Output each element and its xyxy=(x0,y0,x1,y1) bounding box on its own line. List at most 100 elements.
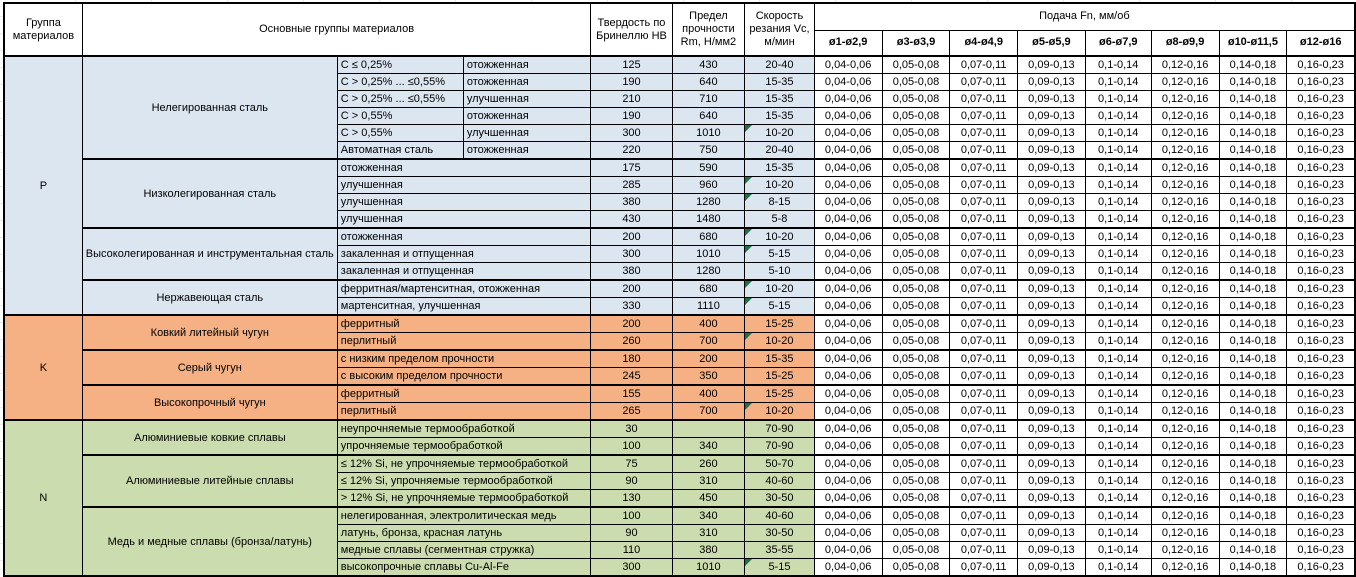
feed-cell: 0,05-0,08 xyxy=(881,193,951,211)
vc-cell: 5-10 xyxy=(744,262,815,281)
feed-cell: 0,14-0,18 xyxy=(1218,541,1288,559)
feed-cell: 0,14-0,18 xyxy=(1218,210,1288,229)
feed-cell: 0,1-0,14 xyxy=(1084,297,1152,316)
hb-cell: 245 xyxy=(590,367,673,386)
hb-cell: 75 xyxy=(590,454,673,473)
vc-cell: 10-20 xyxy=(744,176,815,194)
feed-cell: 0,1-0,14 xyxy=(1084,314,1152,333)
feed-cell: 0,1-0,14 xyxy=(1084,524,1152,542)
feed-cell: 0,14-0,18 xyxy=(1218,437,1288,456)
feed-cell: 0,12-0,16 xyxy=(1150,55,1220,74)
variant-cell: нелегированная, электролитическая медь xyxy=(336,506,592,525)
header-material-group: Группа материалов xyxy=(3,2,83,57)
feed-cell: 0,1-0,14 xyxy=(1084,332,1152,351)
rm-cell: 260 xyxy=(671,454,746,473)
header-feed-d3: ø4-ø4,9 xyxy=(949,29,1018,57)
feed-cell: 0,1-0,14 xyxy=(1084,349,1152,368)
vc-cell: 15-25 xyxy=(744,314,815,333)
variant-cell: неупрочняемые термообработкой xyxy=(336,419,592,438)
subgroup-cell: Медь и медные сплавы (бронза/латунь) xyxy=(81,506,338,577)
hb-cell: 190 xyxy=(590,73,673,91)
variant-state-cell: улучшенная xyxy=(462,124,592,142)
header-feed-d7: ø10-ø11,5 xyxy=(1218,29,1288,57)
feed-cell: 0,1-0,14 xyxy=(1084,402,1152,421)
feed-cell: 0,14-0,18 xyxy=(1218,193,1288,211)
feed-cell: 0,1-0,14 xyxy=(1084,541,1152,559)
vc-cell: 70-90 xyxy=(744,419,815,438)
variant-cell: ≤ 12% Si, упрочняемые термообработкой xyxy=(336,472,592,490)
feed-cell: 0,12-0,16 xyxy=(1150,454,1220,473)
feed-cell: 0,14-0,18 xyxy=(1218,227,1288,246)
vc-cell: 70-90 xyxy=(744,437,815,456)
variant-cell: отожженная xyxy=(336,158,592,177)
feed-cell: 0,05-0,08 xyxy=(881,367,951,386)
feed-cell: 0,07-0,11 xyxy=(949,227,1018,246)
feed-cell: 0,12-0,16 xyxy=(1150,210,1220,229)
feed-cell: 0,14-0,18 xyxy=(1218,90,1288,108)
comment-indicator-icon xyxy=(745,125,753,132)
hb-cell: 100 xyxy=(590,437,673,456)
variant-cell: с высоким пределом прочности xyxy=(336,367,592,386)
feed-cell: 0,16-0,23 xyxy=(1286,262,1356,281)
table-row: перлитный 265 700 10-20 0,04-0,06 0,05-0,08 0,… xyxy=(4,402,1356,421)
feed-cell: 0,07-0,11 xyxy=(949,419,1018,438)
feed-cell: 0,04-0,06 xyxy=(813,124,883,142)
feed-cell: 0,1-0,14 xyxy=(1084,141,1152,160)
feed-cell: 0,14-0,18 xyxy=(1218,558,1288,577)
feed-cell: 0,07-0,11 xyxy=(949,506,1018,525)
vc-cell: 20-40 xyxy=(744,55,815,74)
feed-cell: 0,12-0,16 xyxy=(1150,227,1220,246)
rm-cell: 640 xyxy=(671,73,746,91)
vc-cell: 15-25 xyxy=(744,367,815,386)
table-row: закаленная и отпущенная 380 1280 5-10 0,04-0… xyxy=(4,262,1356,281)
rm-cell: 1480 xyxy=(671,210,746,229)
header-feed-d5: ø6-ø7,9 xyxy=(1084,29,1152,57)
table-row: закаленная и отпущенная 300 1010 5-15 0,04-0… xyxy=(4,245,1356,263)
subgroup-cell: Низколегированная сталь xyxy=(81,158,338,229)
feed-cell: 0,07-0,11 xyxy=(949,367,1018,386)
hb-cell: 265 xyxy=(590,402,673,421)
rm-cell: 710 xyxy=(671,90,746,108)
feed-cell: 0,07-0,11 xyxy=(949,297,1018,316)
table-row: Нержавеющая сталь ферритная/мартенситная,… xyxy=(4,279,1356,316)
rm-cell: 590 xyxy=(671,158,746,177)
feed-cell: 0,16-0,23 xyxy=(1286,279,1356,298)
feed-cell: 0,05-0,08 xyxy=(881,489,951,508)
hb-cell: 300 xyxy=(590,124,673,142)
table-row: Медь и медные сплавы (бронза/латунь) неле… xyxy=(4,506,1356,577)
vc-cell: 5-15 xyxy=(744,245,815,263)
rm-cell: 310 xyxy=(671,524,746,542)
feed-cell: 0,05-0,08 xyxy=(881,158,951,177)
variant-cell: упрочняемые термообработкой xyxy=(336,437,592,456)
feed-cell: 0,12-0,16 xyxy=(1150,506,1220,525)
feed-cell: 0,16-0,23 xyxy=(1286,472,1356,490)
feed-cell: 0,09-0,13 xyxy=(1016,90,1086,108)
feed-cell: 0,07-0,11 xyxy=(949,193,1018,211)
feed-cell: 0,14-0,18 xyxy=(1218,402,1288,421)
feed-cell: 0,07-0,11 xyxy=(949,558,1018,577)
table-row: перлитный 260 700 10-20 0,04-0,06 0,05-0,08 0,… xyxy=(4,332,1356,351)
variant-cell: C > 0,25% ... ≤0,55% xyxy=(336,73,464,91)
comment-indicator-icon xyxy=(745,559,753,566)
feed-cell: 0,04-0,06 xyxy=(813,73,883,91)
hb-cell: 155 xyxy=(590,384,673,403)
vc-cell: 8-15 xyxy=(744,193,815,211)
feed-cell: 0,04-0,06 xyxy=(813,419,883,438)
feed-cell: 0,12-0,16 xyxy=(1150,349,1220,368)
feed-cell: 0,05-0,08 xyxy=(881,506,951,525)
rm-cell: 430 xyxy=(671,55,746,74)
feed-cell: 0,12-0,16 xyxy=(1150,141,1220,160)
feed-cell: 0,04-0,06 xyxy=(813,489,883,508)
feed-cell: 0,09-0,13 xyxy=(1016,55,1086,74)
variant-state-cell: улучшенная xyxy=(462,90,592,108)
feed-cell: 0,1-0,14 xyxy=(1084,245,1152,263)
feed-cell: 0,16-0,23 xyxy=(1286,402,1356,421)
feed-cell: 0,05-0,08 xyxy=(881,141,951,160)
hb-cell: 90 xyxy=(590,524,673,542)
feed-cell: 0,09-0,13 xyxy=(1016,419,1086,438)
feed-cell: 0,04-0,06 xyxy=(813,349,883,368)
vc-cell: 10-20 xyxy=(744,332,815,351)
feed-cell: 0,04-0,06 xyxy=(813,558,883,577)
header-feed-d6: ø8-ø9,9 xyxy=(1150,29,1220,57)
feed-cell: 0,1-0,14 xyxy=(1084,437,1152,456)
